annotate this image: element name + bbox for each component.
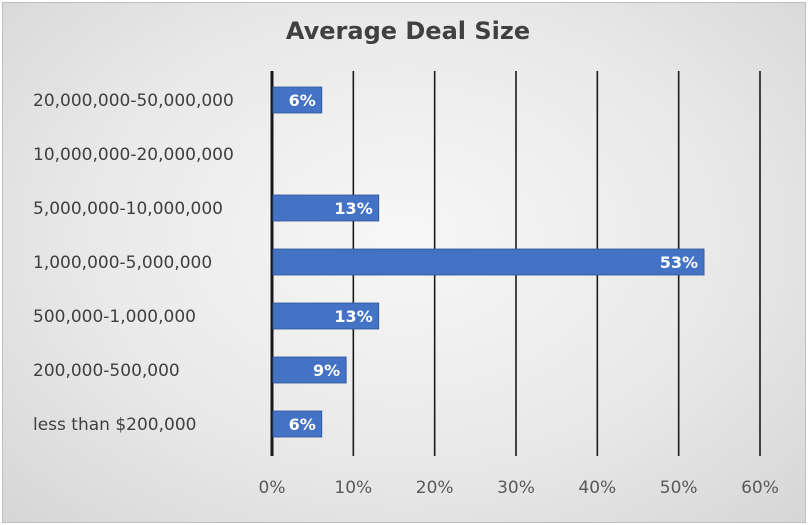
x-tick-label: 60% (741, 478, 779, 498)
category-label: 20,000,000-50,000,000 (33, 91, 234, 111)
category-label: 10,000,000-20,000,000 (33, 145, 234, 165)
data-label: 9% (313, 361, 340, 380)
bar (272, 356, 347, 384)
data-label: 6% (289, 415, 316, 434)
category-label: less than $200,000 (33, 415, 196, 435)
bars: 6% 13% 53% 13% 9% 6% (272, 86, 705, 438)
x-tick-label: 0% (259, 478, 286, 498)
chart-title: Average Deal Size (286, 17, 530, 45)
bar (272, 410, 323, 438)
bar (272, 248, 705, 276)
data-label: 13% (334, 307, 372, 326)
x-tick-label: 50% (660, 478, 698, 498)
data-label: 13% (334, 199, 372, 218)
category-label: 200,000-500,000 (33, 361, 180, 381)
bar-chart: Average Deal Size 6% 13% 53% 13% 9% 6% 20,000… (33, 17, 779, 498)
category-labels: 20,000,000-50,000,000 10,000,000-20,000,0… (33, 91, 234, 435)
data-label: 6% (289, 91, 316, 110)
category-label: 1,000,000-5,000,000 (33, 253, 212, 273)
category-label: 5,000,000-10,000,000 (33, 199, 223, 219)
x-tick-label: 40% (578, 478, 616, 498)
data-label: 53% (660, 253, 698, 272)
category-label: 500,000-1,000,000 (33, 307, 196, 327)
bar (272, 194, 380, 222)
bar (272, 86, 323, 114)
x-tick-label: 20% (416, 478, 454, 498)
bar (272, 302, 380, 330)
x-tick-label: 30% (497, 478, 535, 498)
x-tick-label: 10% (334, 478, 372, 498)
x-tick-labels: 0% 10% 20% 30% 40% 50% 60% (259, 478, 779, 498)
